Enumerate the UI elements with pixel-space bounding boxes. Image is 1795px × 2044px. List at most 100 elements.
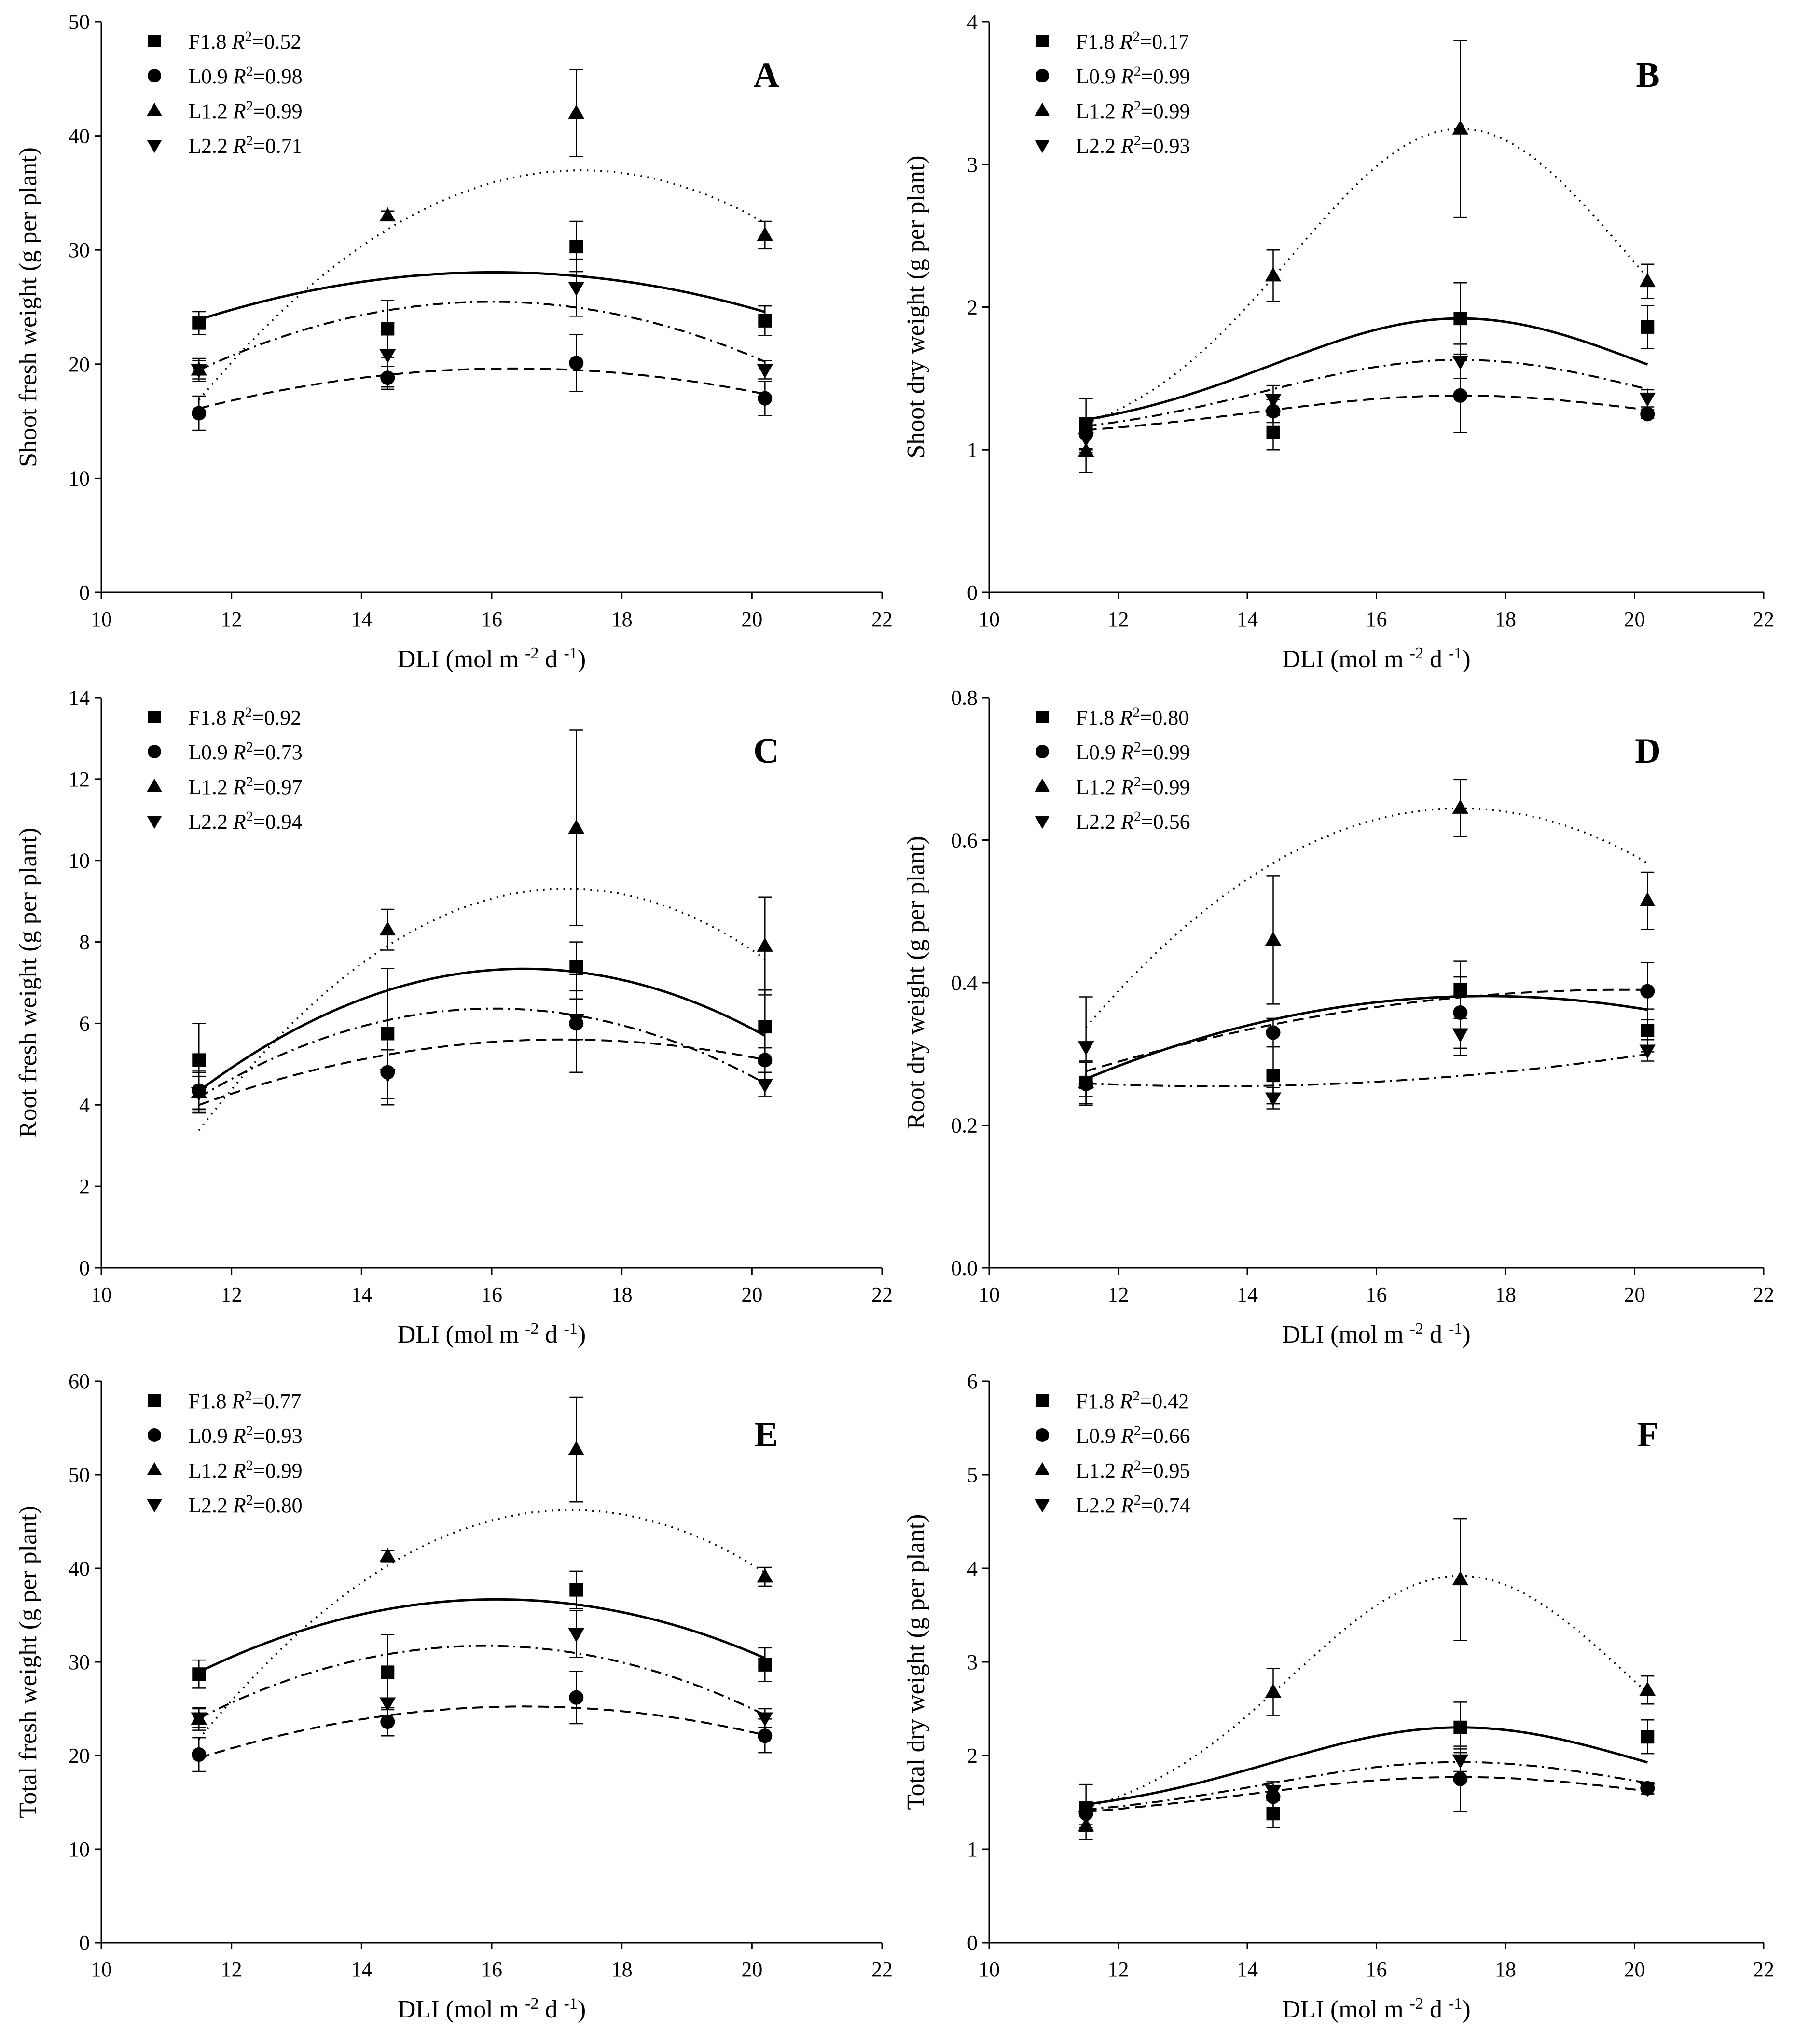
- legend-label: L1.2 R2=0.99: [1076, 774, 1190, 799]
- y-axis-title: Root dry weight (g per plant): [902, 836, 930, 1129]
- x-tick-label: 20: [1624, 607, 1645, 631]
- y-tick-label: 0.2: [951, 1114, 978, 1138]
- data-point-l12: [1452, 1571, 1469, 1586]
- legend-entry: F1.8 R2=0.52: [148, 28, 301, 54]
- y-tick-label: 20: [69, 1744, 90, 1768]
- y-tick-label: 5: [967, 1463, 978, 1487]
- legend-label: L0.9 R2=0.93: [188, 1423, 303, 1448]
- data-point-l22: [191, 364, 207, 379]
- data-point-l22: [1452, 1028, 1469, 1043]
- data-point-f18: [381, 1027, 395, 1041]
- x-tick-label: 16: [1366, 607, 1387, 631]
- legend-marker: [1036, 1394, 1049, 1407]
- legend-entry: L1.2 R2=0.99: [147, 1457, 303, 1482]
- data-point-l09: [1453, 388, 1468, 403]
- data-point-l12: [568, 104, 585, 119]
- legend-label: L2.2 R2=0.94: [188, 809, 303, 834]
- x-tick-label: 20: [741, 1283, 762, 1306]
- y-tick-label: 0.4: [951, 971, 978, 995]
- data-point-l22: [1639, 1044, 1656, 1059]
- data-point-f18: [1266, 1069, 1280, 1083]
- legend-marker: [1036, 35, 1049, 47]
- legend-marker: [1035, 1499, 1050, 1513]
- data-point-l22: [568, 282, 585, 296]
- fit-curve-l12: [198, 1509, 766, 1740]
- data-point-l12: [568, 1441, 585, 1455]
- data-point-l12: [379, 921, 396, 936]
- fit-curve-l12: [198, 888, 766, 1131]
- x-tick-label: 14: [351, 1283, 372, 1306]
- x-tick-label: 10: [91, 607, 112, 631]
- y-tick-label: 0: [79, 1931, 90, 1955]
- fit-curve-l09: [198, 1038, 765, 1106]
- data-point-f18: [1453, 312, 1467, 326]
- x-tick-label: 16: [481, 1283, 502, 1306]
- y-tick-label: 30: [69, 238, 90, 262]
- legend-marker: [1036, 711, 1049, 723]
- y-axis-title: Total dry weight (g per plant): [902, 1514, 930, 1810]
- legend-entry: L1.2 R2=0.97: [147, 774, 303, 799]
- x-axis-title: DLI (mol m -2 d -1): [398, 1995, 586, 2024]
- x-tick-label: 20: [1624, 1283, 1645, 1306]
- y-tick-label: 2: [79, 1175, 90, 1198]
- data-point-l09: [1453, 1771, 1468, 1786]
- legend-label: L2.2 R2=0.71: [188, 133, 303, 158]
- y-tick-label: 40: [69, 124, 90, 148]
- data-point-l22: [1452, 355, 1469, 370]
- data-point-l09: [1266, 404, 1281, 419]
- data-point-l22: [1077, 432, 1094, 447]
- legend-marker: [148, 711, 161, 723]
- legend-entry: L0.9 R2=0.66: [1036, 1423, 1190, 1448]
- x-tick-label: 20: [741, 1958, 762, 1981]
- data-point-l12: [1452, 799, 1469, 814]
- data-point-f18: [192, 1667, 206, 1681]
- fit-curve-l12: [1086, 1575, 1648, 1809]
- data-point-l22: [1639, 392, 1656, 407]
- legend-entry: L1.2 R2=0.95: [1035, 1457, 1190, 1483]
- data-point-l09: [758, 1053, 773, 1068]
- fit-curve-l09: [1086, 1776, 1648, 1813]
- legend-entry: L0.9 R2=0.73: [148, 739, 303, 765]
- y-tick-label: 8: [79, 931, 90, 954]
- y-axis-title: Shoot fresh weight (g per plant): [14, 147, 42, 467]
- y-tick-label: 50: [69, 10, 90, 34]
- legend-label: F1.8 R2=0.92: [188, 704, 301, 730]
- fit-curve-f18: [198, 967, 766, 1092]
- fit-curve-l22: [198, 301, 766, 371]
- legend-label: L1.2 R2=0.95: [1076, 1457, 1190, 1483]
- data-point-f18: [569, 1583, 583, 1597]
- data-point-l12: [757, 937, 773, 952]
- legend-entry: L2.2 R2=0.94: [147, 809, 303, 834]
- y-tick-label: 0.6: [951, 829, 978, 852]
- legend-label: L2.2 R2=0.74: [1076, 1492, 1190, 1518]
- data-point-l22: [379, 1697, 396, 1712]
- legend-marker: [1035, 139, 1050, 153]
- legend-entry: F1.8 R2=0.92: [148, 704, 301, 730]
- fit-curve-l09: [198, 367, 765, 410]
- legend-marker: [1036, 69, 1049, 82]
- data-point-l22: [757, 364, 773, 379]
- y-axis-title: Total fresh weight (g per plant): [14, 1506, 42, 1818]
- legend-label: F1.8 R2=0.52: [188, 28, 301, 54]
- x-tick-label: 22: [871, 1283, 893, 1306]
- data-point-l22: [757, 1712, 773, 1727]
- data-point-l09: [192, 406, 207, 421]
- legend-label: L0.9 R2=0.73: [188, 739, 303, 765]
- x-tick-label: 18: [1495, 607, 1516, 631]
- data-point-l22: [1077, 1811, 1094, 1825]
- data-point-l22: [191, 1087, 207, 1101]
- legend-entry: F1.8 R2=0.77: [148, 1388, 301, 1413]
- fit-curve-f18: [1086, 317, 1648, 421]
- y-tick-label: 50: [69, 1463, 90, 1487]
- legend-marker: [1035, 102, 1050, 116]
- data-point-f18: [381, 322, 395, 336]
- data-point-l09: [380, 370, 395, 385]
- legend-entry: L0.9 R2=0.93: [148, 1423, 303, 1448]
- panel-label: A: [753, 55, 779, 95]
- data-point-f18: [1079, 417, 1093, 431]
- legend-marker: [148, 1394, 161, 1407]
- legend-marker: [1036, 1428, 1049, 1442]
- y-tick-label: 20: [69, 353, 90, 376]
